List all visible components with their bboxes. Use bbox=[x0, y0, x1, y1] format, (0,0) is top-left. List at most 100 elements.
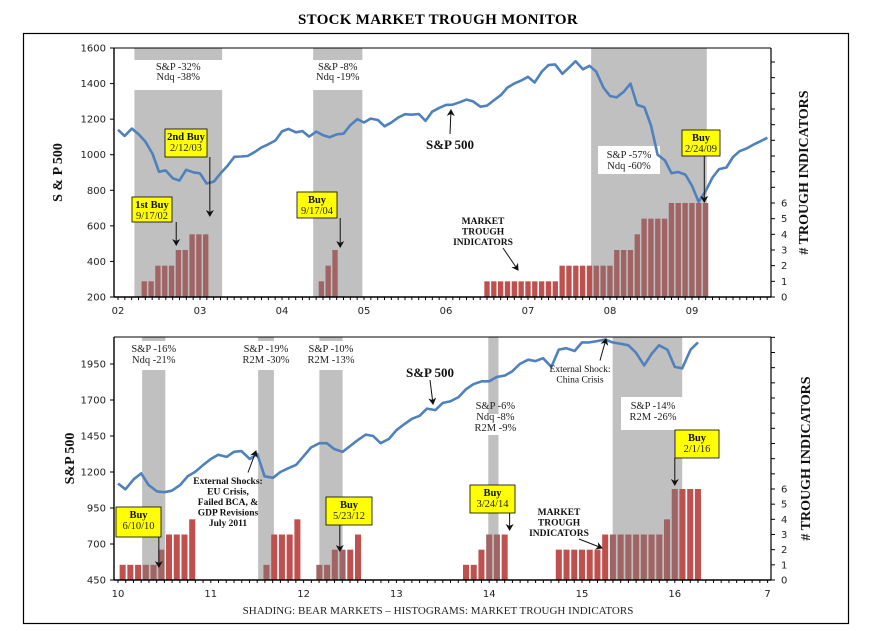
outer-border bbox=[22, 32, 850, 625]
trough-indicator-bar bbox=[511, 281, 517, 297]
top-chart: S&P -32%Ndq -38% S&P -8%Ndq -19% S&P -57%N… bbox=[51, 44, 812, 318]
trough-indicator-bar bbox=[545, 281, 552, 297]
x-tick-label: 10 bbox=[112, 589, 125, 600]
trough-indicator-bar bbox=[135, 564, 142, 580]
trough-indicator-bar bbox=[173, 534, 180, 580]
y-tick-label: 950 bbox=[87, 504, 106, 515]
trough-indicator-bar bbox=[679, 489, 686, 580]
trough-indicator-bar bbox=[552, 281, 558, 297]
y-tick-label: 1200 bbox=[81, 115, 106, 126]
y-tick-label: 1450 bbox=[81, 432, 106, 443]
page-title: STOCK MARKET TROUGH MONITOR bbox=[298, 12, 578, 28]
trough-indicator-bar bbox=[634, 234, 640, 297]
trough-indicator-bar bbox=[555, 549, 562, 580]
x-tick-label: 06 bbox=[440, 306, 453, 317]
annotation-arrow bbox=[578, 538, 603, 550]
trough-indicator-bar bbox=[525, 281, 531, 297]
trough-indicator-bar bbox=[593, 265, 599, 297]
trough-indicator-bar bbox=[668, 203, 675, 297]
bear-market-label: S&P -8% bbox=[318, 62, 358, 73]
trough-indicator-bar bbox=[689, 203, 695, 297]
trough-indicator-bar bbox=[696, 203, 702, 297]
buy-signal-label: 1st Buy bbox=[135, 200, 169, 211]
trough-indicator-bar bbox=[497, 281, 504, 297]
annotation-arrow bbox=[428, 379, 437, 405]
trough-indicator-bar bbox=[278, 534, 285, 580]
y-tick-label: 600 bbox=[87, 221, 106, 232]
trough-indicator-bar bbox=[493, 534, 500, 580]
buy-signal-callout bbox=[115, 506, 162, 538]
y-tick-label: 200 bbox=[87, 293, 106, 304]
trough-indicator-bar bbox=[162, 265, 168, 297]
bear-market-shading-cap bbox=[134, 48, 223, 60]
chart-annotation: TROUGH bbox=[538, 519, 581, 529]
chart-annotation: July 2011 bbox=[209, 519, 248, 529]
y-tick-label: 1600 bbox=[81, 44, 106, 55]
trough-indicator-bar bbox=[263, 564, 270, 580]
trough-indicator-bar bbox=[594, 549, 601, 580]
y-tick-label: 400 bbox=[87, 257, 106, 268]
chart-annotation: TROUGH bbox=[462, 228, 505, 238]
y2-tick-label: 1 bbox=[781, 560, 787, 571]
y2-tick-label: 0 bbox=[781, 293, 787, 304]
y2-tick-label: 2 bbox=[781, 261, 787, 272]
trough-indicator-bar bbox=[694, 489, 701, 580]
bear-market-label: S&P -32% bbox=[156, 62, 201, 73]
annotation-arrow bbox=[599, 338, 609, 361]
buy-signal-label: Buy bbox=[340, 500, 359, 511]
bear-market-label: S&P -57% bbox=[607, 150, 652, 161]
trough-indicator-bar bbox=[182, 250, 188, 297]
trough-indicator-bar bbox=[271, 534, 278, 580]
chart-annotation: INDICATORS bbox=[453, 238, 513, 248]
trough-indicator-bar bbox=[607, 265, 613, 297]
bear-market-label: S&P -6% bbox=[476, 401, 516, 412]
trough-indicator-bar bbox=[325, 265, 331, 297]
trough-indicator-bar bbox=[286, 534, 293, 580]
y2-tick-label: 3 bbox=[781, 246, 787, 257]
trough-indicator-bar bbox=[664, 519, 671, 580]
bear-market-label: R2M -13% bbox=[307, 355, 354, 366]
x-tick-label: 15 bbox=[576, 589, 589, 600]
x-tick-label: 7 bbox=[764, 589, 770, 600]
trough-indicator-bar bbox=[181, 534, 188, 580]
y2-tick-label: 5 bbox=[781, 214, 787, 225]
y2-tick-label: 1 bbox=[781, 277, 787, 288]
bear-market-shading-cap bbox=[142, 337, 166, 341]
buy-signal-label: Buy bbox=[308, 195, 327, 206]
bear-market-label: Ndq -60% bbox=[607, 161, 651, 172]
y-tick-label: 1400 bbox=[81, 79, 106, 90]
trough-indicator-bar bbox=[656, 534, 663, 580]
buy-signal-date: 9/17/04 bbox=[301, 206, 334, 217]
trough-indicator-bar bbox=[148, 281, 154, 297]
bottom-chart: S&P -16%Ndq -21% S&P -19%R2M -30% S&P -10%… bbox=[63, 336, 814, 600]
x-tick-label: 08 bbox=[604, 306, 617, 317]
trough-indicator-bar bbox=[641, 218, 647, 297]
bear-market-label: Ndq -21% bbox=[132, 355, 176, 366]
buy-signal-label: Buy bbox=[129, 510, 148, 521]
buy-signal-date: 2/24/09 bbox=[685, 144, 717, 155]
x-tick-label: 07 bbox=[522, 306, 535, 317]
trough-indicator-bar bbox=[294, 519, 301, 580]
y2-tick-label: 5 bbox=[781, 500, 787, 511]
chart-annotation: EU Crisis, bbox=[207, 488, 249, 498]
trough-indicator-bar bbox=[559, 265, 565, 297]
buy-signal-label: Buy bbox=[692, 133, 711, 144]
y2-tick-label: 2 bbox=[781, 545, 787, 556]
x-tick-label: 14 bbox=[483, 589, 496, 600]
trough-indicator-bar bbox=[675, 203, 681, 297]
trough-indicator-bar bbox=[355, 534, 362, 580]
trough-indicator-bar bbox=[627, 250, 634, 297]
y-tick-label: 1950 bbox=[81, 360, 106, 371]
trough-indicator-bar bbox=[332, 250, 338, 297]
trough-indicator-bar bbox=[150, 564, 157, 580]
chart-annotation: External Shocks: bbox=[193, 477, 262, 487]
trough-indicator-bar bbox=[175, 250, 182, 297]
x-tick-label: 09 bbox=[686, 306, 699, 317]
trough-indicator-bar bbox=[609, 534, 616, 580]
bear-market-label: Ndq -8% bbox=[476, 412, 514, 423]
x-tick-label: 12 bbox=[297, 589, 310, 600]
trough-indicator-bar bbox=[501, 534, 508, 580]
annotation-arrow bbox=[502, 247, 519, 271]
bear-market-label: Ndq -19% bbox=[316, 72, 360, 83]
trough-indicator-bar bbox=[462, 564, 470, 580]
